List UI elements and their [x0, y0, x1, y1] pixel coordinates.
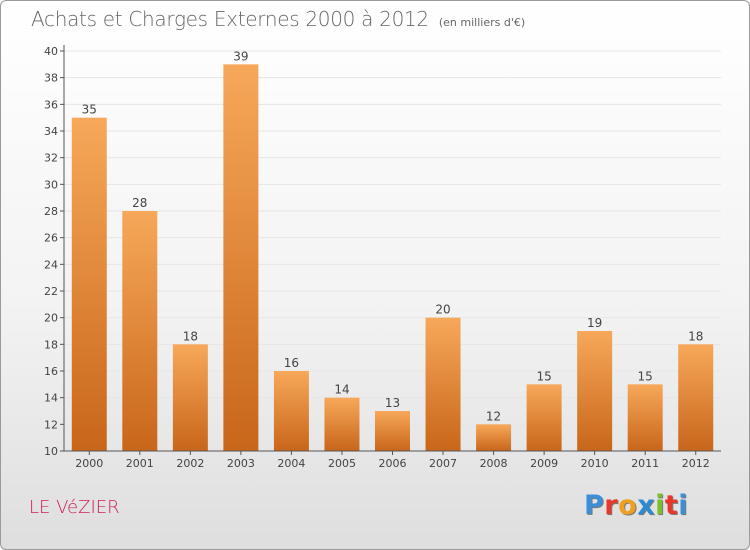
bar-2003 — [223, 64, 259, 452]
y-tick-label: 30 — [44, 178, 58, 191]
data-label-2000: 35 — [82, 103, 97, 117]
chart-title-block: Achats et Charges Externes 2000 à 2012 (e… — [31, 7, 525, 31]
logo-letter: i — [678, 490, 689, 521]
x-tick-label-2007: 2007 — [429, 457, 457, 470]
place-name: LE VéZIER — [29, 497, 120, 518]
y-tick-label: 28 — [44, 205, 58, 218]
logo-letter: t — [664, 490, 679, 521]
y-tick-label: 36 — [44, 98, 58, 111]
y-tick-label: 38 — [44, 72, 58, 85]
bar-2010 — [577, 331, 613, 451]
y-tick-label: 14 — [44, 392, 58, 405]
grid-lines — [64, 50, 721, 425]
y-tick-label: 34 — [44, 125, 58, 138]
bar-2002 — [172, 344, 208, 451]
bar-2008 — [476, 424, 512, 451]
x-tick-label-2001: 2001 — [126, 457, 154, 470]
x-tick-label-2010: 2010 — [581, 457, 609, 470]
data-label-2012: 18 — [688, 329, 703, 343]
logo-letter: P — [584, 490, 605, 521]
x-tick-label-2003: 2003 — [227, 457, 255, 470]
x-tick-label-2011: 2011 — [631, 457, 659, 470]
data-label-2009: 15 — [536, 369, 551, 383]
y-tick-label: 20 — [44, 312, 58, 325]
proxiti-logo: Proxiti — [584, 490, 688, 521]
logo-letter: x — [637, 490, 656, 521]
y-tick-label: 16 — [44, 365, 58, 378]
logo-letter: i — [655, 490, 665, 521]
logo-letter: r — [604, 490, 619, 521]
y-tick-label: 10 — [44, 445, 58, 458]
x-tick-label-2002: 2002 — [176, 457, 204, 470]
bar-2005 — [324, 397, 360, 451]
y-tick-label: 24 — [44, 258, 58, 271]
data-label-2006: 13 — [385, 396, 400, 410]
bars — [71, 64, 714, 452]
bar-2004 — [273, 371, 309, 451]
data-label-2004: 16 — [284, 356, 299, 370]
chart-title: Achats et Charges Externes 2000 à 2012 — [31, 7, 429, 31]
data-label-2002: 18 — [183, 329, 198, 343]
data-label-2010: 19 — [587, 316, 602, 330]
y-tick-label: 26 — [44, 232, 58, 245]
labels: 10 12 14 16 18 20 22 24 26 28 30 32 34 36 38 40 35 2000 28… — [44, 45, 710, 470]
bar-2007 — [425, 317, 461, 451]
bar-2009 — [526, 384, 562, 451]
x-tick-label-2009: 2009 — [530, 457, 558, 470]
chart-subtitle: (en milliers d'€) — [438, 16, 526, 29]
y-tick-label: 32 — [44, 152, 58, 165]
data-label-2008: 12 — [486, 409, 501, 423]
bar-2001 — [122, 211, 158, 451]
data-label-2003: 39 — [233, 49, 248, 63]
x-tick-label-2006: 2006 — [379, 457, 407, 470]
y-tick-label: 40 — [44, 45, 58, 58]
data-label-2007: 20 — [435, 303, 450, 317]
axes — [60, 45, 721, 455]
y-tick-label: 12 — [44, 418, 58, 431]
x-tick-label-2004: 2004 — [277, 457, 305, 470]
bar-2011 — [627, 384, 663, 451]
logo-letter: o — [618, 490, 638, 521]
bar-2006 — [375, 411, 410, 451]
x-tick-label-2000: 2000 — [75, 457, 103, 470]
x-tick-label-2005: 2005 — [328, 457, 356, 470]
bar-2000 — [71, 117, 107, 452]
data-label-2005: 14 — [334, 383, 349, 397]
y-tick-label: 18 — [44, 338, 58, 351]
x-tick-label-2012: 2012 — [682, 457, 710, 470]
y-tick-label: 22 — [44, 285, 58, 298]
data-label-2011: 15 — [638, 369, 653, 383]
data-label-2001: 28 — [132, 196, 147, 210]
x-tick-label-2008: 2008 — [480, 457, 508, 470]
bar-2012 — [678, 344, 714, 451]
